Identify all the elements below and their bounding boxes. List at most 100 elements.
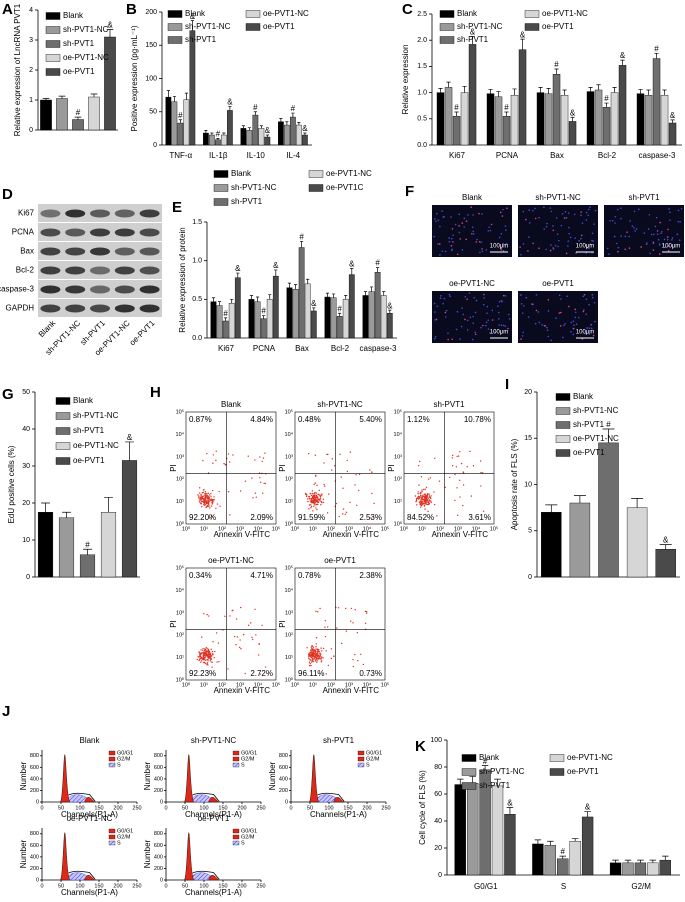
cell-dot bbox=[502, 242, 504, 245]
event-dot bbox=[356, 504, 358, 506]
event-dot bbox=[308, 656, 310, 658]
y-tick-label: 0 bbox=[160, 799, 163, 805]
cell-dot bbox=[631, 225, 634, 227]
bar bbox=[541, 512, 562, 578]
event-dot bbox=[419, 492, 422, 495]
cell-dot bbox=[558, 239, 560, 242]
x-tick-label: G0/G1 bbox=[474, 882, 498, 891]
event-dot bbox=[239, 639, 241, 641]
x-tick-label: 0 bbox=[164, 805, 167, 811]
error-bar bbox=[496, 91, 501, 97]
event-dot bbox=[208, 505, 210, 507]
cell-dot bbox=[450, 216, 452, 218]
error-bar bbox=[382, 291, 386, 296]
y-tick-label: 10² bbox=[285, 633, 293, 639]
significance-mark: & bbox=[670, 111, 676, 120]
error-bar bbox=[331, 293, 336, 298]
event-dot bbox=[433, 503, 436, 506]
cell-dot bbox=[458, 213, 461, 216]
event-dot bbox=[254, 492, 257, 494]
x-tick-label: 10⁰ bbox=[400, 525, 409, 532]
y-tick-label: 0 bbox=[528, 574, 532, 581]
bar bbox=[636, 93, 645, 146]
x-tick-label: 10⁵ bbox=[490, 525, 498, 532]
bar bbox=[100, 512, 117, 578]
cell-dot bbox=[478, 240, 481, 243]
legend-label: sh-PVT1-NC bbox=[63, 25, 109, 34]
quadrant-percent: 0.34% bbox=[189, 571, 212, 580]
cell-dot bbox=[591, 294, 594, 296]
event-dot bbox=[417, 493, 419, 495]
plot-title: oe-PVT1-NC bbox=[208, 556, 254, 565]
event-dot bbox=[427, 510, 429, 513]
g2m-peak bbox=[208, 875, 219, 881]
bar bbox=[368, 291, 375, 339]
legend-label: sh-PVT1 bbox=[231, 197, 263, 206]
y-axis-label: EdU positive cells (%) bbox=[7, 445, 16, 523]
event-dot bbox=[346, 470, 349, 473]
cell-dot bbox=[667, 249, 670, 252]
blot-band bbox=[114, 304, 135, 313]
bar bbox=[292, 289, 299, 339]
cell-dot bbox=[568, 232, 570, 235]
cell-dot bbox=[439, 295, 442, 297]
x-tick-label: 10¹ bbox=[309, 682, 317, 688]
cell-dot bbox=[487, 319, 490, 322]
cell-dot bbox=[669, 211, 671, 214]
cell-dot bbox=[439, 225, 441, 228]
event-dot bbox=[199, 654, 201, 657]
error-bar bbox=[247, 127, 251, 131]
bar bbox=[468, 44, 477, 146]
event-dot bbox=[425, 486, 428, 488]
cell-dot bbox=[667, 228, 669, 231]
event-dot bbox=[317, 501, 319, 504]
quadrant-percent: 92.23% bbox=[189, 669, 216, 678]
bar bbox=[568, 121, 577, 146]
cell-dot bbox=[444, 250, 447, 253]
event-dot bbox=[199, 496, 202, 498]
event-dot bbox=[263, 482, 265, 485]
event-dot bbox=[316, 660, 318, 662]
legend-swatch bbox=[45, 54, 61, 62]
event-dot bbox=[319, 495, 321, 498]
y-tick-label: 1.0 bbox=[417, 89, 427, 96]
significance-mark: # bbox=[223, 309, 228, 318]
x-tick-label: 10¹ bbox=[418, 526, 426, 532]
x-tick-label: IL-10 bbox=[247, 151, 266, 160]
y-tick-label: 10¹ bbox=[285, 499, 293, 505]
event-dot bbox=[308, 496, 311, 498]
cell-dot bbox=[465, 238, 467, 241]
event-dot bbox=[215, 507, 217, 509]
event-dot bbox=[259, 673, 261, 675]
bar bbox=[510, 95, 519, 146]
bar bbox=[37, 512, 54, 578]
y-tick-label: 20 bbox=[22, 500, 30, 507]
quadrant-percent: 3.61% bbox=[468, 513, 491, 522]
cell-dot bbox=[650, 233, 653, 236]
event-dot bbox=[198, 651, 200, 653]
legend-label: sh-PVT1-NC bbox=[73, 411, 119, 420]
cell-dot bbox=[592, 334, 595, 337]
x-tick-label: 100 bbox=[75, 883, 84, 889]
event-dot bbox=[333, 464, 336, 467]
cell-dot bbox=[592, 240, 594, 242]
legend-label: sh-PVT1-NC bbox=[479, 767, 525, 776]
y-axis-label: Relative expression of protein bbox=[178, 227, 187, 332]
cell-dot bbox=[640, 246, 642, 248]
event-dot bbox=[240, 606, 242, 609]
event-dot bbox=[472, 465, 475, 467]
cell-dot bbox=[472, 322, 474, 324]
event-dot bbox=[482, 472, 484, 474]
quadrant-percent: 2.09% bbox=[250, 513, 273, 522]
event-dot bbox=[417, 491, 419, 493]
event-dot bbox=[460, 462, 463, 465]
event-dot bbox=[312, 652, 314, 654]
event-dot bbox=[324, 620, 327, 622]
bar bbox=[486, 93, 495, 146]
cell-dot bbox=[448, 293, 451, 296]
cell-dot bbox=[482, 324, 484, 327]
cell-dot bbox=[436, 305, 439, 308]
scale-bar-label: 100μm bbox=[490, 330, 508, 336]
y-tick-label: 150 bbox=[145, 42, 157, 49]
x-tick-label: 150 bbox=[343, 805, 352, 811]
